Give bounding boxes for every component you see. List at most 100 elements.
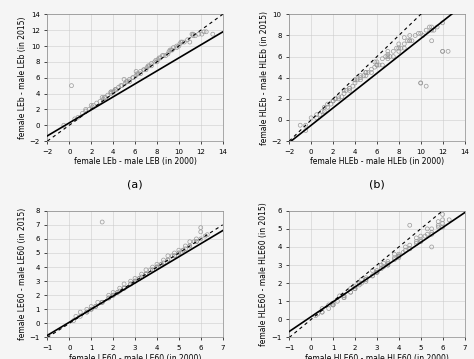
Point	[439, 224, 447, 230]
Point	[142, 271, 150, 277]
Point	[439, 217, 447, 223]
Point	[195, 31, 202, 37]
Point	[126, 79, 133, 85]
Point	[346, 88, 353, 93]
Point	[380, 260, 387, 266]
Point	[428, 27, 436, 33]
Point	[444, 48, 452, 54]
Point	[140, 67, 147, 73]
Point	[329, 98, 337, 104]
Point	[373, 59, 381, 65]
Point	[175, 250, 182, 256]
Point	[189, 33, 197, 39]
Point	[423, 232, 431, 237]
Point	[104, 92, 111, 98]
Point	[377, 266, 385, 271]
X-axis label: female LE60 - male LE60 (in 2000): female LE60 - male LE60 (in 2000)	[69, 354, 201, 359]
Point	[157, 261, 165, 267]
Point	[314, 311, 321, 317]
Point	[360, 73, 367, 79]
Point	[145, 63, 152, 69]
Point	[180, 247, 187, 253]
Point	[417, 80, 425, 86]
Point	[186, 39, 193, 45]
Point	[136, 275, 143, 281]
Point	[421, 233, 429, 239]
Point	[351, 284, 359, 290]
Point	[422, 27, 430, 33]
Point	[356, 75, 364, 80]
Point	[371, 64, 379, 70]
Point	[107, 89, 115, 95]
Point	[377, 262, 385, 268]
Point	[406, 38, 413, 44]
Point	[395, 251, 402, 257]
Point	[156, 55, 164, 61]
Point	[395, 48, 402, 54]
Point	[177, 39, 185, 45]
Point	[340, 295, 348, 300]
Point	[155, 55, 163, 61]
Point	[401, 41, 408, 47]
Point	[331, 96, 339, 102]
Point	[362, 73, 370, 79]
Point	[417, 80, 425, 86]
Point	[70, 318, 77, 323]
Point	[162, 53, 170, 59]
X-axis label: female HLE60 - male HLE60 (in 2000): female HLE60 - male HLE60 (in 2000)	[305, 354, 449, 359]
Point	[76, 309, 84, 315]
Point	[435, 222, 442, 228]
Point	[406, 246, 413, 252]
Point	[180, 247, 187, 253]
Point	[85, 107, 93, 112]
Point	[319, 109, 326, 115]
Point	[401, 35, 408, 41]
Point	[384, 54, 392, 60]
Point	[146, 267, 154, 273]
Point	[439, 20, 447, 26]
Point	[131, 278, 139, 284]
Point	[395, 41, 402, 47]
Point	[340, 293, 348, 299]
Point	[384, 56, 392, 62]
Point	[351, 77, 359, 83]
Point	[110, 88, 118, 94]
Point	[368, 70, 375, 75]
Point	[351, 286, 359, 292]
Point	[166, 47, 174, 53]
Point	[87, 103, 95, 108]
Point	[192, 239, 200, 244]
Point	[412, 239, 420, 244]
Point	[356, 77, 364, 83]
Point	[319, 309, 326, 315]
Point	[99, 299, 106, 305]
Point	[135, 71, 142, 76]
Point	[120, 285, 128, 291]
Point	[439, 211, 447, 217]
Point	[96, 99, 104, 104]
Point	[203, 232, 211, 238]
Point	[395, 45, 402, 51]
Point	[120, 281, 128, 287]
Point	[329, 300, 337, 306]
Point	[430, 27, 438, 33]
Point	[192, 236, 200, 242]
Point	[100, 95, 108, 101]
Point	[111, 87, 119, 93]
Point	[109, 89, 117, 95]
Point	[79, 111, 86, 116]
Point	[87, 304, 95, 309]
Point	[423, 226, 431, 232]
Point	[153, 261, 161, 267]
Point	[197, 229, 205, 235]
Point	[354, 77, 361, 83]
Point	[181, 39, 188, 45]
Point	[384, 258, 392, 264]
Point	[137, 69, 144, 74]
Point	[329, 302, 337, 308]
Point	[68, 83, 75, 89]
Point	[362, 279, 370, 284]
Point	[313, 112, 320, 117]
Point	[340, 91, 348, 97]
Point	[406, 242, 413, 248]
